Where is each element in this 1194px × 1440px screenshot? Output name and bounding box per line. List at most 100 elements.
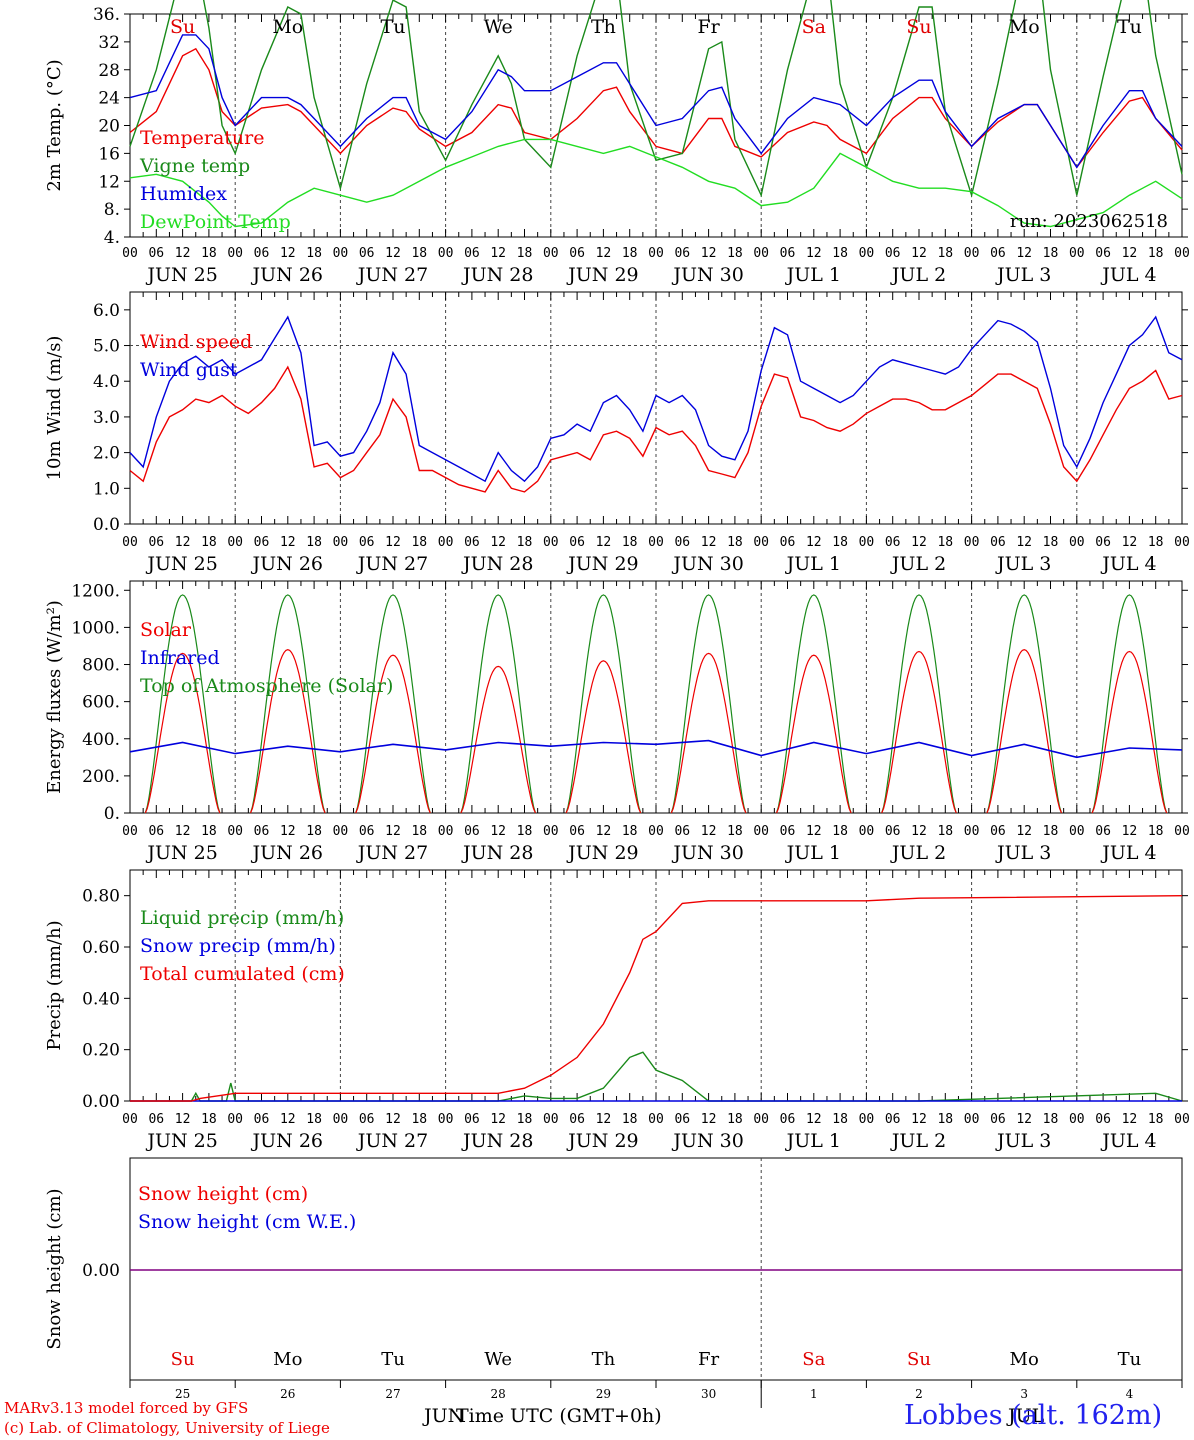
hour-tick-label: 06: [569, 535, 585, 550]
infrared-line: [129, 739, 1183, 759]
hour-tick-label: 00: [333, 1112, 349, 1127]
legend-1: Vigne temp: [139, 155, 250, 177]
hour-tick-label: 18: [201, 535, 217, 550]
toa-solar-line-day-3: [355, 594, 431, 814]
hour-tick-label: 00: [543, 246, 559, 261]
hour-tick-label: 12: [701, 824, 717, 839]
hour-tick-label: 00: [859, 535, 875, 550]
hour-tick-label: 12: [701, 246, 717, 261]
hour-tick-label: 18: [937, 1112, 953, 1127]
hour-tick-label: 12: [175, 246, 191, 261]
hour-tick-label: 00: [227, 535, 243, 550]
hour-tick-label: 06: [254, 824, 270, 839]
hour-tick-label: 12: [911, 246, 927, 261]
hour-tick-label: 12: [280, 535, 296, 550]
hour-tick-label: 12: [490, 824, 506, 839]
day-label: JUN 29: [566, 842, 638, 864]
hour-tick-label: 00: [753, 535, 769, 550]
run-label: run: 2023062518: [1010, 211, 1168, 232]
hour-tick-label: 00: [1069, 246, 1085, 261]
day-label: JUL 3: [995, 842, 1051, 864]
hour-tick-label: 00: [859, 246, 875, 261]
hour-tick-label: 00: [122, 246, 138, 261]
hour-tick-label: 12: [701, 535, 717, 550]
legend-2: Humidex: [140, 183, 227, 205]
month-left: JUN: [424, 1405, 465, 1427]
hour-tick-label: 12: [385, 246, 401, 261]
y-tick-label: 6.0: [93, 301, 120, 321]
y-tick-label: 4.0: [93, 372, 120, 392]
hour-tick-label: 00: [964, 535, 980, 550]
y-tick-label: 4.: [104, 228, 120, 248]
wind-speedline: [129, 365, 1183, 493]
hour-tick-label: 12: [806, 246, 822, 261]
hour-tick-label: 18: [727, 824, 743, 839]
y-axis-title: 10m Wind (m/s): [44, 336, 65, 481]
weekday-label: Th: [591, 16, 616, 38]
hour-tick-label: 06: [674, 1112, 690, 1127]
hour-tick-label: 06: [464, 535, 480, 550]
hour-tick-label: 12: [806, 1112, 822, 1127]
hour-tick-label: 12: [1122, 535, 1138, 550]
y-tick-label: 1.0: [93, 479, 120, 499]
hour-tick-label: 18: [1043, 824, 1059, 839]
hour-tick-label: 12: [385, 535, 401, 550]
solar-line-day-3: [355, 654, 431, 814]
hour-tick-label: 18: [306, 824, 322, 839]
weekday-label: Mo: [1010, 1349, 1039, 1370]
day-label: JUN 27: [356, 553, 428, 575]
toa-solar-line-day-6: [670, 594, 747, 814]
hour-tick-label: 00: [122, 1112, 138, 1127]
hour-tick-label: 06: [148, 535, 164, 550]
weekday-label: Sa: [802, 1349, 825, 1370]
hour-tick-label: 12: [911, 535, 927, 550]
hour-tick-label: 06: [885, 824, 901, 839]
solar-line-day-2: [249, 649, 326, 814]
day-label: JUL 2: [890, 264, 946, 286]
station-label: Lobbes (alt. 162m): [904, 1400, 1163, 1431]
hour-tick-label: 18: [1043, 246, 1059, 261]
day-label: JUL 2: [890, 1130, 946, 1152]
hour-tick-label: 18: [1043, 1112, 1059, 1127]
hour-tick-label: 06: [674, 824, 690, 839]
toa-solar-line-day-9: [986, 594, 1063, 814]
vigne-templine: [129, 0, 1183, 198]
hour-tick-label: 12: [385, 824, 401, 839]
dewpoint-templine: [129, 138, 1183, 228]
hour-tick-label: 12: [701, 1112, 717, 1127]
day-label: JUN 25: [145, 553, 217, 575]
hour-tick-label: 06: [254, 246, 270, 261]
weekday-label: Su: [171, 1349, 195, 1370]
weekday-label: Th: [592, 1349, 616, 1370]
hour-tick-label: 00: [753, 1112, 769, 1127]
weekday-label: Su: [907, 1349, 931, 1370]
hour-tick-label: 12: [1016, 824, 1032, 839]
hour-tick-label: 00: [753, 246, 769, 261]
hour-tick-label: 06: [1095, 824, 1111, 839]
legend-0: Liquid precip (mm/h): [140, 907, 344, 929]
hour-tick-label: 18: [832, 246, 848, 261]
legend-3: DewPoint Temp: [140, 211, 291, 233]
hour-tick-label: 12: [280, 1112, 296, 1127]
y-tick-label: 2.0: [93, 444, 120, 464]
y-tick-label: 8.: [104, 200, 120, 220]
day-label: JUN 29: [566, 1130, 638, 1152]
day-label: JUN 26: [251, 842, 323, 864]
legend-1: Infrared: [140, 647, 220, 669]
day-label: JUL 4: [1100, 264, 1156, 286]
weekday-label: We: [484, 16, 513, 38]
y-tick-label: 32: [98, 33, 120, 53]
day-number: 27: [385, 1387, 400, 1401]
legend-0: Wind speed: [140, 331, 252, 353]
y-axis-title: Precip (mm/h): [44, 920, 65, 1050]
wind-gustline: [129, 315, 1183, 483]
y-tick-label: 600.: [82, 693, 120, 713]
hour-tick-label: 00: [438, 1112, 454, 1127]
y-tick-label: 0.80: [82, 887, 120, 907]
y-tick-label: 28: [98, 61, 120, 81]
hour-tick-label: 06: [464, 824, 480, 839]
hour-tick-label: 00: [333, 535, 349, 550]
hour-tick-label: 18: [622, 535, 638, 550]
toa-solar-line-day-5: [565, 594, 642, 814]
day-label: JUN 28: [461, 553, 533, 575]
